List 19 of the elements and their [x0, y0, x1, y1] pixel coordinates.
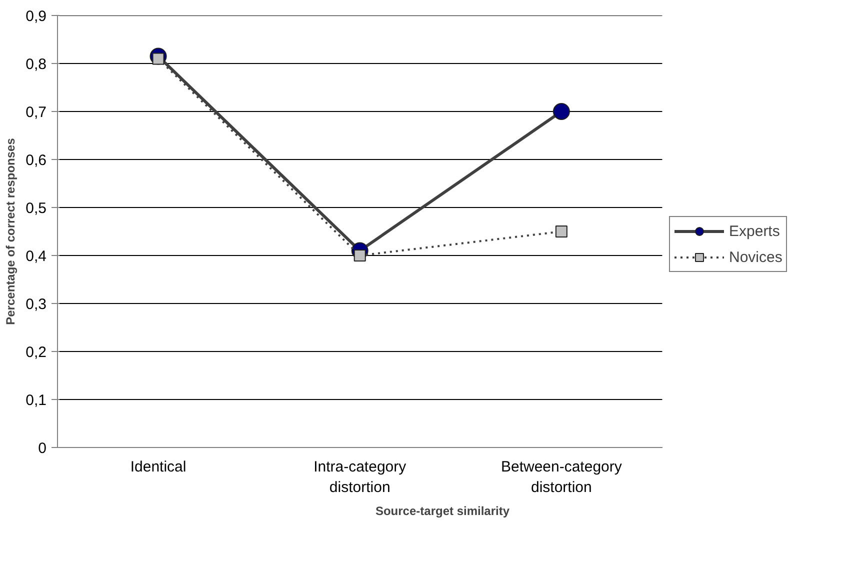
- y-tick-label: 0: [38, 440, 46, 457]
- y-tick-label: 0,7: [26, 104, 47, 121]
- legend-label: Novices: [729, 248, 782, 266]
- y-tick-label: 0,3: [26, 296, 47, 313]
- y-tick-label: 0,8: [26, 56, 47, 73]
- y-tick-label: 0,4: [26, 248, 47, 265]
- point: [552, 103, 570, 120]
- x-tick-label: Intra-category distortion: [314, 458, 407, 496]
- y-tick-label: 0,5: [26, 200, 47, 217]
- y-tick-label: 0,9: [26, 8, 47, 25]
- y-tick-label: 0,2: [26, 344, 47, 361]
- y-tick-label: 0,1: [26, 392, 47, 409]
- legend-label: Experts: [729, 222, 780, 240]
- y-axis-title: Percentage of correct responses: [4, 138, 18, 325]
- point: [555, 226, 568, 238]
- y-tick-label: 0,6: [26, 152, 47, 169]
- x-tick-label: Between-category distortion: [500, 458, 622, 496]
- x-axis-title: Source-target similarity: [375, 504, 510, 518]
- x-tick-label: Identical: [130, 458, 186, 476]
